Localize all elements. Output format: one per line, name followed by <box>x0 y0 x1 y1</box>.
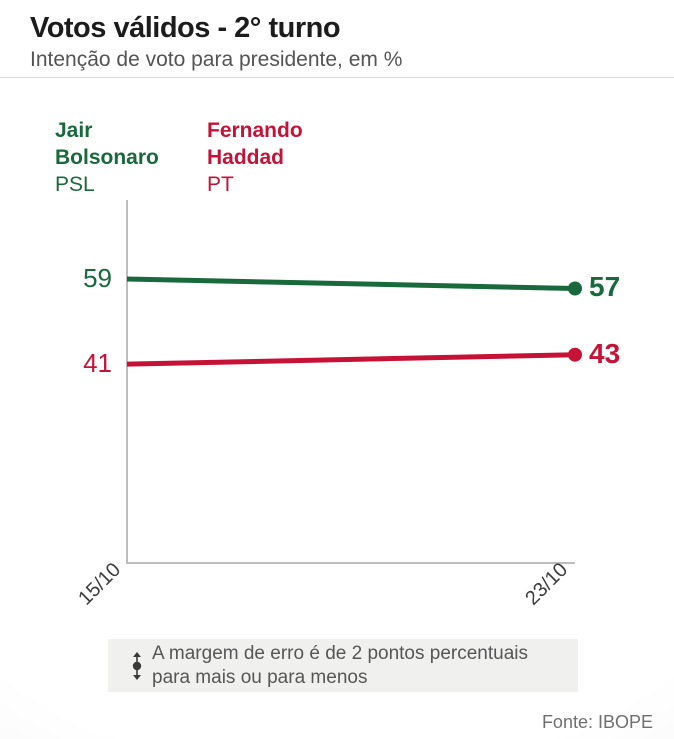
candidate-party: PT <box>207 173 234 196</box>
source-credit: Fonte: IBOPE <box>541 712 653 732</box>
axis-lines <box>126 200 575 564</box>
series-endpoint-dot-0 <box>568 281 582 296</box>
candidate-party: PSL <box>55 173 95 196</box>
legend-item-bolsonaro: Jair Bolsonaro PSL <box>55 117 185 198</box>
margin-of-error-note: A margem de erro é de 2 pontos percentua… <box>108 639 578 692</box>
series-line-1 <box>126 352 576 367</box>
start-value-1: 41 <box>83 348 112 379</box>
start-value-0: 59 <box>83 263 112 294</box>
error-margin-icon <box>132 652 142 680</box>
end-value-0: 57 <box>589 271 621 303</box>
series-endpoint-dot-1 <box>568 347 582 362</box>
chart-canvas <box>126 200 582 564</box>
page-title: Votos válidos - 2° turno <box>30 12 341 44</box>
line-chart: 59 41 57 43 15/10 23/10 <box>0 195 674 625</box>
legend-item-haddad: Fernando Haddad PT <box>207 117 337 198</box>
series-line-0 <box>126 276 576 291</box>
candidate-name: Jair Bolsonaro <box>55 119 159 169</box>
candidate-name: Fernando Haddad <box>207 119 303 169</box>
end-value-1: 43 <box>589 337 621 369</box>
footnote-text: A margem de erro é de 2 pontos percentua… <box>152 643 529 688</box>
header-divider <box>0 77 674 78</box>
page-subtitle: Intenção de voto para presidente, em % <box>30 48 403 71</box>
